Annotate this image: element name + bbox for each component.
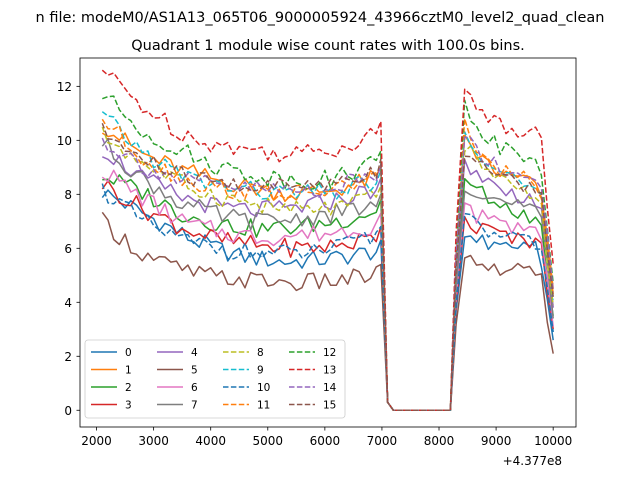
series-line-0 (101, 189, 554, 412)
x-tick-label: 4000 (195, 434, 226, 448)
y-tick-label: 10 (57, 134, 72, 148)
legend-label-5: 5 (191, 365, 198, 377)
series-line-9 (101, 111, 554, 412)
legend-label-7: 7 (191, 400, 198, 412)
x-tick-label: 6000 (310, 434, 341, 448)
legend-label-2: 2 (125, 382, 132, 394)
legend-label-6: 6 (191, 382, 198, 394)
y-tick-label: 8 (64, 188, 72, 202)
legend-label-15: 15 (323, 400, 336, 412)
series-line-6 (101, 169, 554, 412)
legend-label-11: 11 (257, 400, 270, 412)
series-line-15 (101, 122, 554, 412)
series-line-7 (101, 138, 554, 412)
series-line-11 (101, 117, 554, 412)
series-line-5 (101, 211, 554, 412)
legend-label-3: 3 (125, 400, 132, 412)
x-tick-label: 7000 (367, 434, 398, 448)
x-axis-offset-label: +4.377e8 (503, 454, 562, 468)
series-line-10 (101, 183, 554, 412)
series-line-3 (101, 180, 554, 412)
legend-box (84, 339, 346, 419)
legend-label-13: 13 (323, 365, 336, 377)
legend-label-1: 1 (125, 365, 132, 377)
x-tick-label: 9000 (481, 434, 512, 448)
x-tick-label: 8000 (424, 434, 455, 448)
series-line-13 (101, 69, 554, 412)
axes: 2000 3000 4000 5000 6000 7000 8000 9000 10000 0 2 4… (57, 57, 577, 448)
series-line-14 (101, 136, 554, 412)
series-lines (101, 69, 554, 412)
y-tick-label: 6 (64, 242, 72, 256)
plot-frame (79, 57, 577, 428)
y-tick-label: 0 (64, 404, 72, 418)
legend-label-0: 0 (125, 347, 132, 359)
figure-suptitle: n file: modeM0/AS1A13_065T06_9000005924_… (36, 10, 605, 26)
y-tick-label: 2 (64, 350, 72, 364)
series-line-4 (101, 154, 554, 412)
legend-label-8: 8 (257, 347, 264, 359)
legend-label-10: 10 (257, 382, 270, 394)
legend-label-12: 12 (323, 347, 336, 359)
legend-label-9: 9 (257, 365, 264, 377)
legend-label-4: 4 (191, 347, 198, 359)
y-tick-label: 4 (64, 296, 72, 310)
x-tick-label: 2000 (81, 434, 112, 448)
series-line-12 (102, 95, 554, 412)
y-tick-label: 12 (57, 80, 72, 94)
x-tick-label: 3000 (138, 434, 169, 448)
x-tick-label: 10000 (534, 434, 572, 448)
x-tick-label: 5000 (253, 434, 284, 448)
chart-title: Quadrant 1 module wise count rates with … (131, 38, 525, 54)
series-line-8 (101, 126, 554, 412)
series-line-2 (102, 174, 554, 412)
legend-label-14: 14 (323, 382, 337, 394)
